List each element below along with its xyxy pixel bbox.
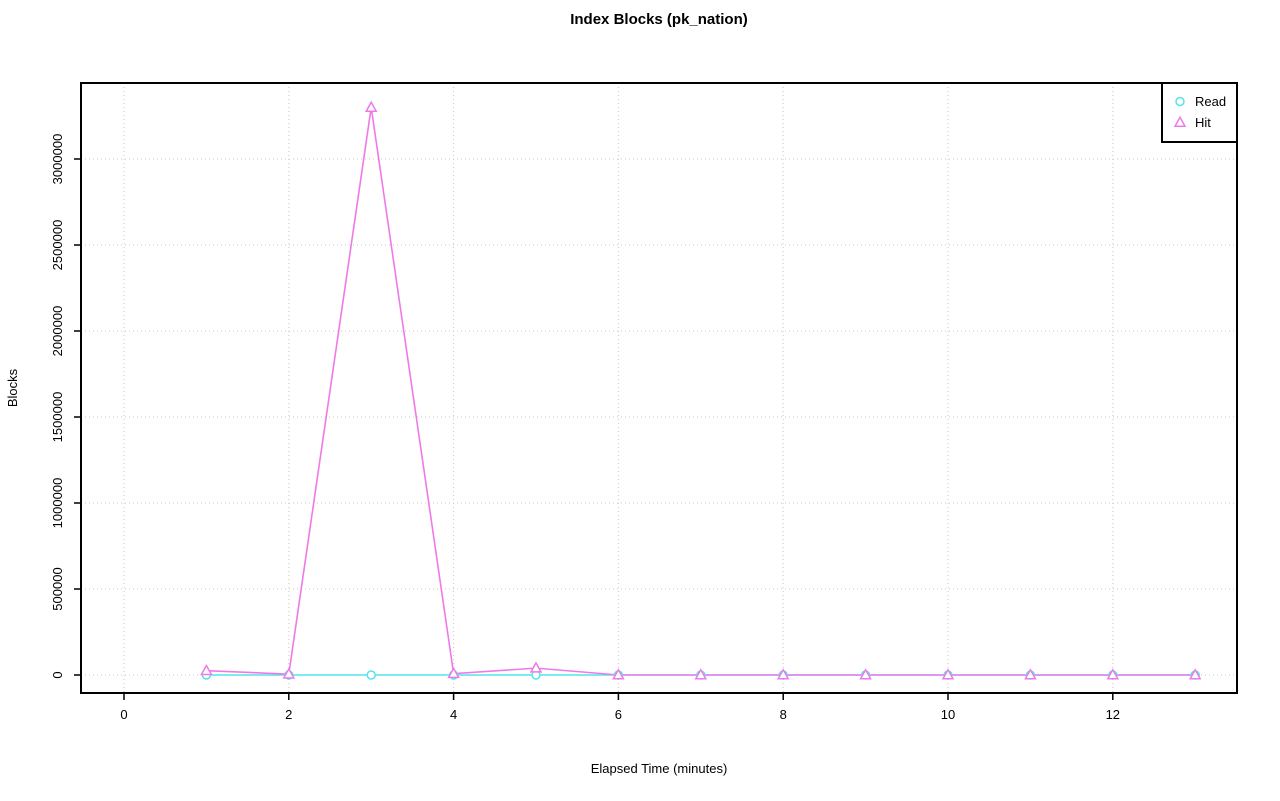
legend-read-label: Read (1195, 94, 1226, 109)
chart-title: Index Blocks (pk_nation) (570, 11, 748, 28)
x-tick-label: 4 (450, 707, 457, 722)
hit-marker (1024, 668, 1037, 680)
hit-marker (941, 668, 955, 680)
x-axis-label: Elapsed Time (minutes) (590, 761, 728, 776)
x-tick-label: 10 (941, 707, 955, 722)
hit-marker (612, 668, 625, 680)
legend-hit-marker (1173, 115, 1187, 128)
x-tick-label: 0 (120, 707, 127, 722)
legend-read-marker (1175, 96, 1185, 107)
hit-marker (859, 668, 872, 680)
hit-marker (447, 666, 460, 679)
hit-marker (1106, 668, 1120, 680)
x-tick-label: 6 (615, 707, 622, 722)
hit-marker (694, 668, 708, 680)
legend-box (1161, 82, 1238, 143)
hit-marker (364, 100, 378, 112)
read-marker (366, 670, 376, 680)
hit-marker (1188, 668, 1202, 680)
hit-marker (776, 668, 790, 680)
y-tick-label: 0 (50, 671, 65, 678)
x-tick-label: 12 (1106, 707, 1120, 722)
hit-marker (200, 663, 213, 676)
plot-box (80, 82, 1238, 694)
hit-marker (529, 661, 543, 673)
hit-marker (282, 667, 296, 679)
x-tick-label: 2 (285, 707, 292, 722)
y-tick-label: 2500000 (50, 220, 65, 271)
y-tick-label: 1000000 (50, 478, 65, 529)
y-tick-label: 2000000 (50, 306, 65, 357)
y-tick-label: 3000000 (50, 134, 65, 185)
hit-series-line (206, 107, 1196, 676)
y-axis-label: Blocks (5, 368, 20, 408)
x-tick-label: 8 (780, 707, 787, 722)
y-tick-label: 500000 (50, 567, 65, 610)
y-tick-label: 1500000 (50, 392, 65, 443)
legend-hit-label: Hit (1195, 115, 1211, 130)
